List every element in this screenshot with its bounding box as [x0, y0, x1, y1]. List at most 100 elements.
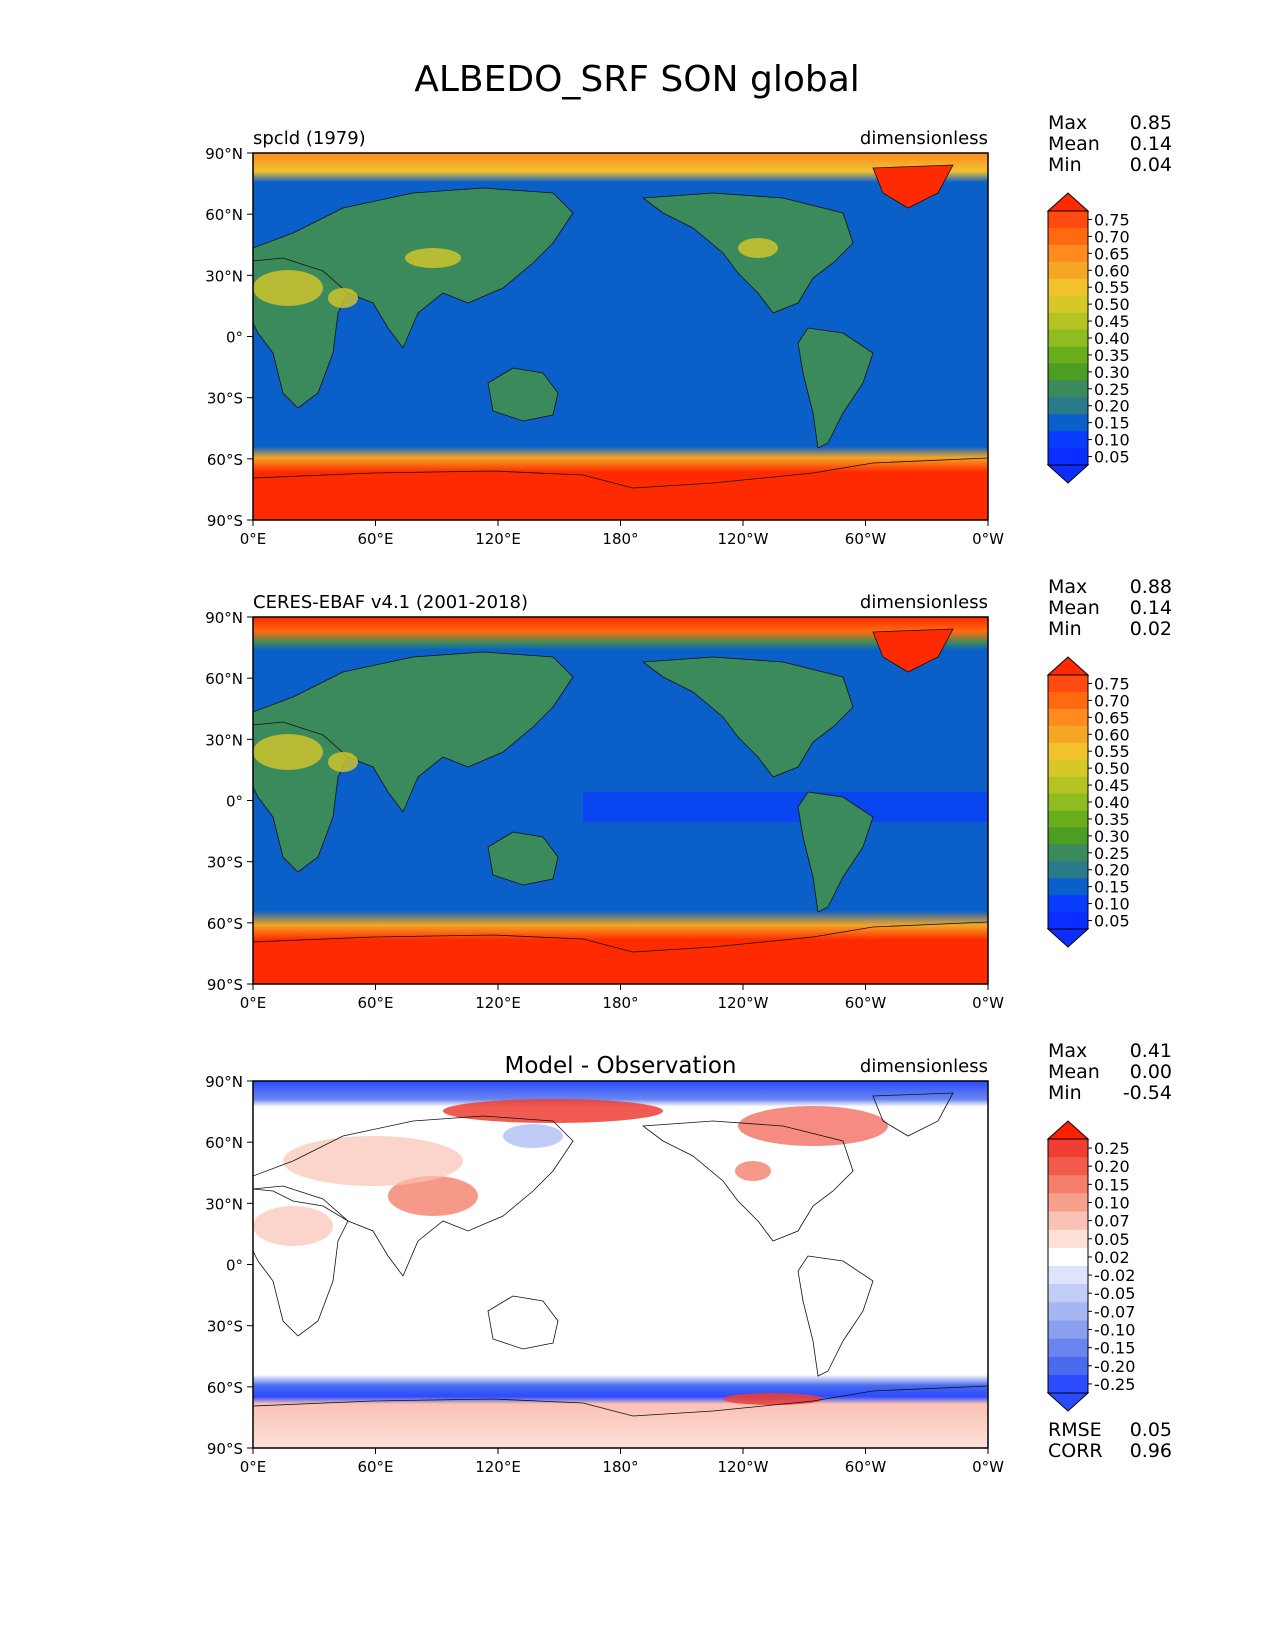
- colorbar-segment: [1048, 261, 1088, 280]
- y-tick-label: 30°N: [205, 1195, 243, 1213]
- colorbar-segment: [1048, 346, 1088, 364]
- colorbar-label: 0.40: [1094, 793, 1130, 812]
- colorbar-segment: [1048, 227, 1088, 246]
- colorbar-segment: [1048, 397, 1088, 415]
- y-tick-label: 90°S: [207, 1440, 243, 1458]
- positive-patch: [388, 1176, 478, 1216]
- south-america-shape: [797, 791, 874, 913]
- stat-value: 0.41: [1130, 1040, 1172, 1062]
- x-tick-label: 60°W: [845, 1458, 887, 1476]
- y-tick-label: 60°S: [207, 1379, 243, 1397]
- colorbar-label: 0.40: [1094, 329, 1130, 348]
- x-tick-label: 0°W: [972, 994, 1004, 1012]
- colorbar-extend-bottom: [1046, 1392, 1090, 1412]
- colorbar-label: 0.20: [1094, 861, 1130, 880]
- figure-title: ALBEDO_SRF SON global: [414, 59, 860, 100]
- colorbar-segment: [1048, 1320, 1088, 1340]
- stat-label: Min: [1048, 618, 1082, 640]
- y-tick-label: 60°S: [207, 451, 243, 469]
- colorbar-segment: [1048, 329, 1088, 347]
- positive-patch: [283, 1136, 463, 1186]
- land-highlights-1: [253, 238, 778, 308]
- colorbar-segment: [1048, 1139, 1088, 1158]
- stat-value: 0.14: [1130, 133, 1172, 155]
- colorbar-label: 0.45: [1094, 312, 1130, 331]
- south-america-outline: [797, 1255, 874, 1377]
- colorbar-label: -0.02: [1094, 1266, 1135, 1285]
- colorbar-label: 0.60: [1094, 261, 1130, 280]
- y-tick-label: 60°N: [205, 206, 243, 224]
- x-tick-label: 60°W: [845, 994, 887, 1012]
- y-tick-label: 0°: [226, 1257, 243, 1275]
- greenland-outline: [872, 1092, 954, 1137]
- colorbar-segment: [1048, 1302, 1088, 1321]
- colorbar-extend-top: [1046, 1120, 1090, 1140]
- arabia-patch: [328, 752, 358, 772]
- colorbar-segment: [1048, 211, 1088, 229]
- y-tick-label: 30°S: [207, 1318, 243, 1336]
- colorbar-label: 0.10: [1094, 895, 1130, 914]
- colorbar-label: 0.15: [1094, 878, 1130, 897]
- colorbar-segment: [1048, 1247, 1088, 1267]
- negative-patch: [503, 1124, 563, 1148]
- positive-patch: [253, 1206, 333, 1246]
- diff-patches-3: [253, 1099, 888, 1405]
- x-tick-label: 120°W: [718, 1458, 769, 1476]
- africa-outline: [253, 1185, 349, 1337]
- colorbar-extend-top: [1046, 192, 1090, 212]
- namerica-patch: [738, 238, 778, 258]
- colorbar-segment: [1048, 691, 1088, 710]
- footer-stat-value: 0.96: [1130, 1440, 1172, 1462]
- australia-shape: [487, 367, 559, 422]
- colorbar: 0.750.700.650.600.550.500.450.400.350.30…: [1046, 192, 1130, 484]
- colorbar-segment: [1048, 448, 1088, 465]
- colorbar-label: -0.15: [1094, 1339, 1135, 1358]
- stat-label: Mean: [1048, 133, 1100, 155]
- colorbar-label: -0.05: [1094, 1284, 1135, 1303]
- x-tick-label: 60°W: [845, 530, 887, 548]
- stat-value: 0.85: [1130, 112, 1172, 134]
- positive-patch: [723, 1393, 823, 1405]
- australia-shape: [487, 831, 559, 886]
- colorbar-segment: [1048, 844, 1088, 862]
- eurasia-outline: [253, 1115, 574, 1277]
- colorbar-segment: [1048, 878, 1088, 896]
- colorbar-label: 0.35: [1094, 810, 1130, 829]
- panel-3: [252, 1080, 989, 1449]
- colorbar-label: 0.05: [1094, 448, 1130, 467]
- positive-patch: [443, 1099, 663, 1123]
- colorbar-label: 0.10: [1094, 1194, 1130, 1213]
- y-tick-label: 30°S: [207, 390, 243, 408]
- x-tick-label: 120°E: [475, 994, 521, 1012]
- panel-left-title: spcld (1979): [253, 128, 366, 149]
- colorbar-label: 0.15: [1094, 414, 1130, 433]
- y-tick-label: 90°S: [207, 976, 243, 994]
- y-tick-label: 60°N: [205, 1134, 243, 1152]
- tropical-band-2: [583, 792, 988, 822]
- colorbar-label: 0.70: [1094, 227, 1130, 246]
- x-tick-label: 120°W: [718, 530, 769, 548]
- x-tick-label: 180°: [602, 994, 638, 1012]
- colorbar-extend-bottom: [1046, 928, 1090, 948]
- colorbar-segment: [1048, 380, 1088, 398]
- colorbar-label: 0.20: [1094, 397, 1130, 416]
- colorbar-label: 0.25: [1094, 380, 1130, 399]
- colorbar-segment: [1048, 776, 1088, 795]
- australia-outline: [487, 1295, 559, 1350]
- positive-patch: [735, 1161, 771, 1181]
- colorbar-label: 0.25: [1094, 1139, 1130, 1158]
- dynamic-chart-marks: spcld (1979) dimensionless 90°N 60°N 30°N 0° 3…: [205, 112, 1172, 1476]
- arabia-patch: [328, 288, 358, 308]
- colorbar-segment: [1048, 278, 1088, 297]
- stat-value: 0.88: [1130, 576, 1172, 598]
- colorbar-segment: [1048, 1374, 1088, 1393]
- antarctica-coast-2: [253, 921, 988, 953]
- colorbar-segment: [1048, 742, 1088, 761]
- colorbar-segment: [1048, 725, 1088, 744]
- stat-label: Min: [1048, 1082, 1082, 1104]
- x-tick-label: 0°E: [240, 994, 267, 1012]
- panel-2-annotations: CERES-EBAF v4.1 (2001-2018) dimensionless…: [205, 576, 1172, 1012]
- stat-label: Max: [1048, 112, 1087, 134]
- x-tick-label: 120°E: [475, 1458, 521, 1476]
- panel-units: dimensionless: [860, 592, 988, 613]
